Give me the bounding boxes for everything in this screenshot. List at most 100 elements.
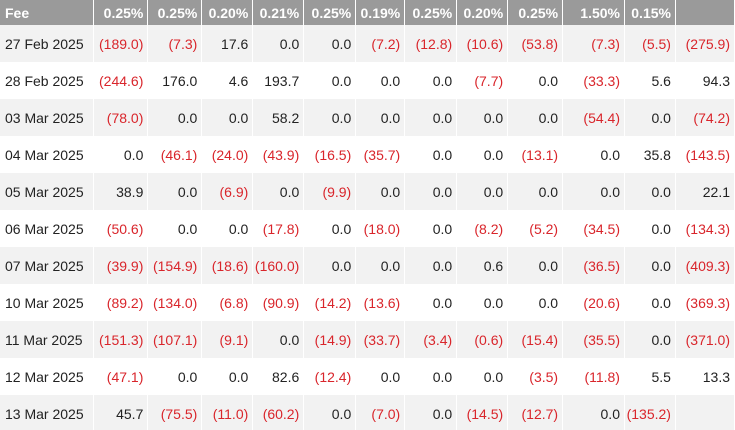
value-cell: (5.2) — [507, 210, 564, 247]
value-cell: (369.3) — [675, 284, 735, 321]
table-row: 13 Mar 2025 45.7 (75.5) (11.0) (60.2) 0.0 (7.0… — [0, 395, 735, 430]
column-header-rate: 0.20% — [456, 0, 509, 25]
value-cell: (24.0) — [201, 136, 254, 173]
table-row: 28 Feb 2025 (244.6) 176.0 4.6 193.7 0.0 0.0 0.0… — [0, 62, 735, 99]
value-cell: (371.0) — [675, 321, 735, 358]
value-cell: (43.9) — [252, 136, 305, 173]
table-row: 05 Mar 2025 38.9 0.0 (6.9) 0.0 (9.9) 0.0 0.0 0.0… — [0, 173, 735, 210]
value-cell: 5.5 — [624, 358, 676, 395]
value-cell: (14.2) — [303, 284, 357, 321]
column-header-rate: 0.25% — [303, 0, 357, 25]
column-header-rate: 0.25% — [147, 0, 203, 25]
value-cell: 0.0 — [404, 284, 458, 321]
column-header-rate: 0.21% — [252, 0, 305, 25]
value-cell: 0.0 — [624, 247, 676, 284]
value-cell: (17.8) — [252, 210, 305, 247]
value-cell — [675, 395, 735, 430]
value-cell: 0.0 — [355, 99, 406, 136]
value-cell: (7.7) — [456, 62, 509, 99]
date-cell: 10 Mar 2025 — [0, 284, 95, 321]
value-cell: 22.1 — [675, 173, 735, 210]
value-cell: 0.0 — [507, 173, 564, 210]
value-cell: (11.8) — [562, 358, 625, 395]
value-cell: 82.6 — [252, 358, 305, 395]
table-row: 07 Mar 2025 (39.9) (154.9) (18.6) (160.0) 0.0… — [0, 247, 735, 284]
value-cell: (13.1) — [507, 136, 564, 173]
value-cell: 0.0 — [456, 99, 509, 136]
value-cell: 0.0 — [252, 321, 305, 358]
value-cell: 0.0 — [404, 210, 458, 247]
value-cell: 0.0 — [456, 173, 509, 210]
date-cell: 03 Mar 2025 — [0, 99, 95, 136]
value-cell: (12.4) — [303, 358, 357, 395]
value-cell: 0.0 — [303, 25, 357, 62]
value-cell: 0.6 — [456, 247, 509, 284]
value-cell: 0.0 — [303, 62, 357, 99]
date-cell: 28 Feb 2025 — [0, 62, 95, 99]
date-cell: 07 Mar 2025 — [0, 247, 95, 284]
value-cell: 0.0 — [507, 284, 564, 321]
value-cell: (18.0) — [355, 210, 406, 247]
value-cell: (3.4) — [404, 321, 458, 358]
value-cell: (134.0) — [147, 284, 203, 321]
date-cell: 27 Feb 2025 — [0, 25, 95, 62]
column-header-rate: 0.19% — [355, 0, 406, 25]
value-cell: 13.3 — [675, 358, 735, 395]
value-cell: 0.0 — [456, 136, 509, 173]
value-cell: 0.0 — [404, 358, 458, 395]
table-body: 27 Feb 2025 (189.0) (7.3) 17.6 0.0 0.0 (7.2) (1… — [0, 25, 735, 430]
value-cell: (409.3) — [675, 247, 735, 284]
value-cell: 38.9 — [93, 173, 149, 210]
column-header-rate — [675, 0, 735, 25]
value-cell: (16.5) — [303, 136, 357, 173]
value-cell: 0.0 — [201, 358, 254, 395]
value-cell: 0.0 — [456, 284, 509, 321]
value-cell: 0.0 — [303, 99, 357, 136]
value-cell: 0.0 — [456, 358, 509, 395]
value-cell: 0.0 — [404, 62, 458, 99]
value-cell: (54.4) — [562, 99, 625, 136]
value-cell: (13.6) — [355, 284, 406, 321]
value-cell: 0.0 — [252, 25, 305, 62]
value-cell: (6.9) — [201, 173, 254, 210]
value-cell: 0.0 — [404, 247, 458, 284]
value-cell: 0.0 — [147, 210, 203, 247]
value-cell: 0.0 — [507, 247, 564, 284]
table-row: 10 Mar 2025 (89.2) (134.0) (6.8) (90.9) (14.2… — [0, 284, 735, 321]
value-cell: (10.6) — [456, 25, 509, 62]
value-cell: (78.0) — [93, 99, 149, 136]
value-cell: (9.9) — [303, 173, 357, 210]
value-cell: 0.0 — [303, 395, 357, 430]
value-cell: (12.7) — [507, 395, 564, 430]
column-header-rate: 1.50% — [562, 0, 625, 25]
value-cell: (34.5) — [562, 210, 625, 247]
value-cell: (33.7) — [355, 321, 406, 358]
value-cell: (134.3) — [675, 210, 735, 247]
value-cell: (275.9) — [675, 25, 735, 62]
value-cell: 58.2 — [252, 99, 305, 136]
value-cell: (53.8) — [507, 25, 564, 62]
value-cell: (7.3) — [147, 25, 203, 62]
value-cell: (90.9) — [252, 284, 305, 321]
value-cell: (12.8) — [404, 25, 458, 62]
date-cell: 12 Mar 2025 — [0, 358, 95, 395]
value-cell: (143.5) — [675, 136, 735, 173]
value-cell: (15.4) — [507, 321, 564, 358]
value-cell: 0.0 — [624, 284, 676, 321]
value-cell: (14.5) — [456, 395, 509, 430]
date-cell: 06 Mar 2025 — [0, 210, 95, 247]
value-cell: 4.6 — [201, 62, 254, 99]
value-cell: 0.0 — [355, 247, 406, 284]
value-cell: (89.2) — [93, 284, 149, 321]
value-cell: 193.7 — [252, 62, 305, 99]
value-cell: (50.6) — [93, 210, 149, 247]
value-cell: (9.1) — [201, 321, 254, 358]
value-cell: (18.6) — [201, 247, 254, 284]
value-cell: (107.1) — [147, 321, 203, 358]
value-cell: (135.2) — [624, 395, 676, 430]
value-cell: 0.0 — [147, 173, 203, 210]
value-cell: (74.2) — [675, 99, 735, 136]
value-cell: (0.6) — [456, 321, 509, 358]
